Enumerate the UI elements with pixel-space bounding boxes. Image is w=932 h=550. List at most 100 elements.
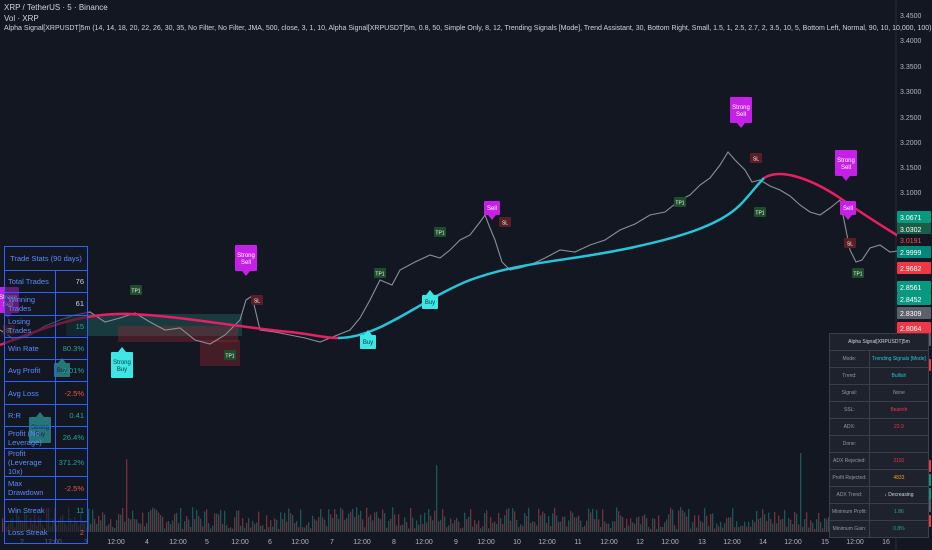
table-row: Win Streak 11 — [4, 498, 89, 522]
volume-bar — [458, 521, 460, 532]
volume-bar — [366, 507, 368, 532]
volume-bar — [686, 516, 688, 532]
volume-bar — [332, 518, 334, 532]
table-row: Losing Trades 15 — [4, 314, 89, 338]
volume-bar — [564, 516, 566, 532]
volume-bar — [520, 524, 522, 532]
volume-bar — [402, 524, 404, 532]
volume-bar — [140, 523, 142, 532]
table-cell: Trade Stats (90 days) — [4, 246, 88, 271]
volume-bar — [298, 527, 300, 532]
volume-bar — [172, 520, 174, 532]
volume-bar — [670, 507, 672, 532]
volume-bar — [250, 527, 252, 532]
price-badge — [897, 322, 931, 334]
volume-bar — [94, 518, 96, 532]
table-row: Loss Streak 2 — [4, 520, 89, 545]
table-row: R:R 0.41 — [4, 403, 89, 428]
volume-bar — [688, 508, 690, 532]
price-badge — [897, 281, 931, 293]
volume-bar — [632, 522, 634, 532]
volume-bar — [296, 521, 298, 532]
volume-bar — [574, 517, 576, 532]
volume-bar — [240, 525, 242, 532]
volume-bar — [480, 528, 482, 532]
volume-bar — [590, 512, 592, 532]
volume-bar — [468, 516, 470, 532]
volume-bar — [628, 525, 630, 532]
table-row: Minimum Gain: 0.8% — [829, 520, 930, 538]
volume-bar — [300, 509, 302, 532]
volume-bar — [576, 517, 578, 532]
volume-bar — [608, 523, 610, 532]
volume-bar — [522, 526, 524, 532]
volume-bar — [224, 510, 226, 532]
volume-bar — [416, 520, 418, 532]
volume-bar — [294, 523, 296, 532]
table-cell: Trending Signals [Mode] — [868, 350, 930, 368]
volume-bar — [142, 512, 144, 532]
table-cell: ADX: — [829, 418, 870, 436]
volume-bar — [586, 520, 588, 532]
volume-bar — [168, 521, 170, 532]
volume-bar — [350, 511, 352, 532]
volume-bar — [414, 528, 416, 532]
signal-label-line: Sell — [241, 260, 251, 266]
volume-bar — [824, 518, 826, 532]
volume-bar — [714, 528, 716, 532]
volume-bar — [540, 515, 542, 532]
volume-bar — [336, 514, 338, 532]
volume-bar — [358, 515, 360, 532]
volume-bar — [244, 527, 246, 532]
table-cell: 11 — [54, 498, 89, 522]
volume-bar — [122, 507, 124, 532]
volume-bar — [372, 520, 374, 532]
volume-bar — [246, 522, 248, 532]
volume-bar — [778, 515, 780, 532]
table-cell: Profit Rejected: — [829, 469, 870, 487]
volume-bar — [324, 519, 326, 532]
volume-bar — [706, 515, 708, 532]
volume-bar — [138, 523, 140, 532]
volume-bar — [390, 518, 392, 532]
volume-bar — [304, 527, 306, 532]
time-label: 9 — [454, 539, 458, 546]
volume-bar — [538, 508, 540, 532]
volume-bar — [392, 507, 394, 532]
volume-bar — [262, 525, 264, 532]
volume-bar — [636, 517, 638, 532]
volume-bar — [478, 520, 480, 532]
volume-bar — [144, 526, 146, 532]
volume-bar — [280, 512, 282, 532]
price-line — [0, 151, 906, 345]
volume-bar — [354, 517, 356, 532]
volume-bar — [734, 527, 736, 532]
volume-bar — [214, 513, 216, 532]
volume-bar — [178, 523, 180, 532]
volume-bar — [408, 528, 410, 532]
volume-bar — [462, 527, 464, 532]
volume-bar — [134, 519, 136, 532]
signal-pointer — [737, 123, 745, 128]
signal-pointer — [426, 290, 434, 295]
volume-bar — [826, 519, 828, 532]
volume-bar — [260, 525, 262, 532]
volume-bar — [752, 519, 754, 532]
volume-bar — [508, 508, 510, 532]
volume-bar — [776, 523, 778, 532]
volume-bar — [762, 509, 764, 532]
volume-bar — [394, 514, 396, 532]
volume-bar — [278, 528, 280, 532]
volume-bar — [624, 527, 626, 532]
volume-bar — [626, 518, 628, 532]
volume-bar — [180, 507, 182, 532]
table-cell: Alpha Signal[XRPUSDT]5m — [829, 333, 929, 351]
volume-bar — [432, 520, 434, 532]
volume-title: Vol · XRP — [4, 14, 39, 23]
volume-bar — [562, 516, 564, 532]
volume-bar — [510, 520, 512, 532]
volume-bar — [806, 512, 808, 532]
volume-bar — [452, 523, 454, 532]
volume-bar — [816, 519, 818, 532]
